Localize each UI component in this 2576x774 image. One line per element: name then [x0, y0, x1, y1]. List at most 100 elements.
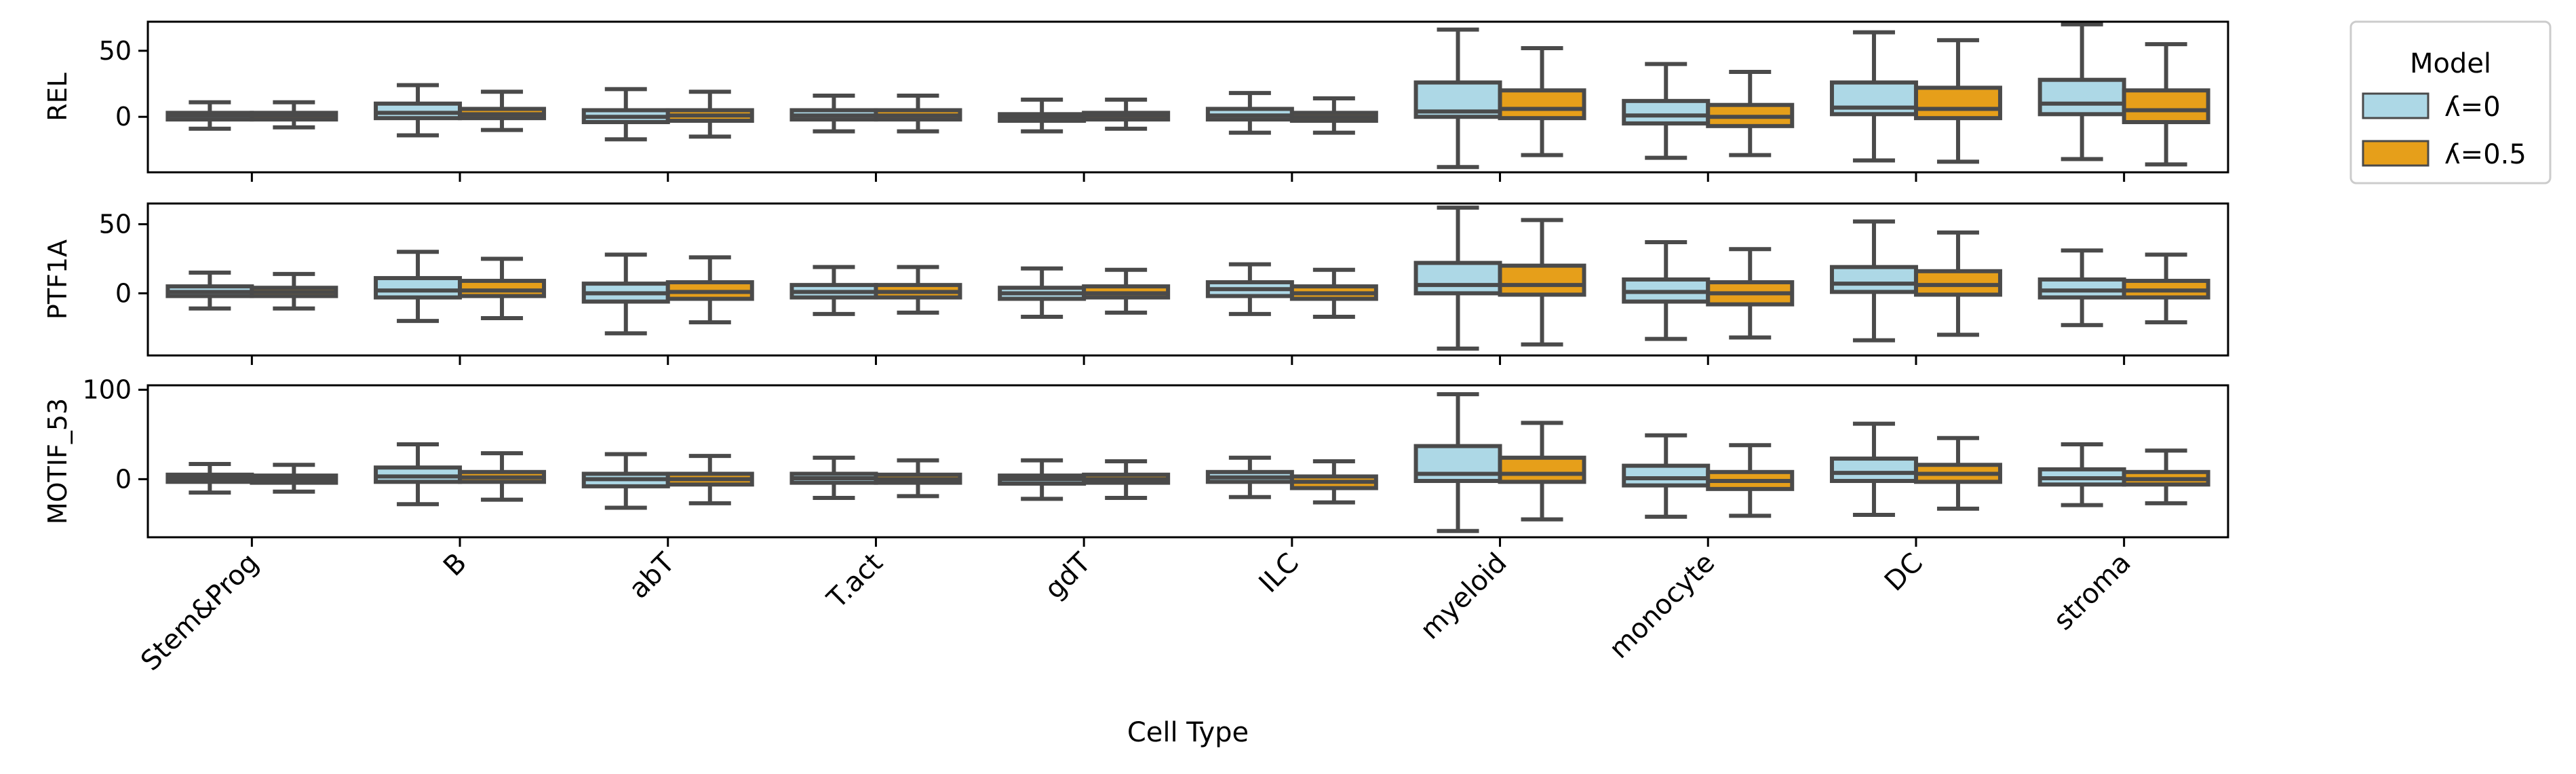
box-iqr [1413, 260, 1502, 296]
box-monocyte-s1 [1706, 70, 1795, 157]
box-abt-s1 [665, 255, 754, 325]
box-iqr [1498, 263, 1586, 297]
box-t-act-s1 [874, 265, 962, 315]
y-tick-label: 50 [99, 210, 132, 239]
legend-label: ʎ=0.5 [2444, 139, 2526, 170]
box-monocyte-s0 [1622, 240, 1711, 341]
box-abt-s1 [665, 454, 754, 505]
panel-motif-53: 0 100 MOTIF_53 [43, 375, 2229, 547]
box-ilc-s1 [1289, 459, 1378, 505]
box-stroma-s1 [2122, 252, 2210, 325]
x-tick-label: myeloid [1414, 547, 1513, 646]
legend-swatch [2362, 92, 2429, 119]
box-iqr [2037, 77, 2126, 117]
box-stroma-s0 [2037, 442, 2126, 507]
box-stroma-s0 [2037, 248, 2126, 328]
box-monocyte-s1 [1706, 443, 1795, 518]
y-tick-label: 100 [82, 375, 132, 405]
box-myeloid-s0 [1413, 392, 1502, 533]
box-iqr [1913, 85, 2002, 121]
box-monocyte-s1 [1706, 247, 1795, 340]
axes-frame [147, 202, 2229, 357]
box-stem-prog-s1 [250, 271, 338, 311]
legend-title: Model [2410, 48, 2491, 79]
box-dc-s1 [1913, 230, 2002, 337]
box-ilc-s1 [1289, 267, 1378, 319]
x-tick-label: Stem&Prog [135, 547, 265, 677]
box-abt-s0 [581, 87, 670, 142]
legend-label: ʎ=0 [2444, 92, 2501, 123]
box-myeloid-s1 [1498, 45, 1586, 157]
box-t-act-s0 [789, 94, 878, 134]
box-myeloid-s0 [1413, 27, 1502, 170]
box-gdt-s1 [1082, 459, 1171, 501]
box-stem-prog-s0 [165, 100, 254, 131]
box-monocyte-s0 [1622, 433, 1711, 519]
box-dc-s0 [1829, 421, 1918, 518]
box-monocyte-s0 [1622, 62, 1711, 160]
y-axis-label: MOTIF_53 [43, 398, 73, 524]
box-dc-s0 [1829, 219, 1918, 343]
box-ilc-s0 [1205, 455, 1294, 499]
box-gdt-s0 [998, 97, 1087, 134]
axes-frame [147, 384, 2229, 539]
y-tick-label: 50 [99, 36, 132, 66]
box-t-act-s1 [874, 458, 962, 499]
box-myeloid-s0 [1413, 206, 1502, 351]
box-b-s1 [458, 256, 547, 321]
box-ilc-s0 [1205, 262, 1294, 316]
x-tick-label: B [437, 547, 473, 583]
box-stroma-s0 [2037, 22, 2126, 161]
box-stem-prog-s1 [250, 100, 338, 130]
panel-ptf1a: 0 50 PTF1A [43, 202, 2229, 365]
box-abt-s0 [581, 252, 670, 336]
box-iqr [2037, 277, 2126, 300]
box-ilc-s1 [1289, 96, 1378, 135]
box-stroma-s1 [2122, 448, 2210, 505]
box-myeloid-s1 [1498, 218, 1586, 347]
x-axis-label: Cell Type [1127, 717, 1249, 748]
box-gdt-s1 [1082, 267, 1171, 315]
box-stem-prog-s0 [165, 270, 254, 311]
box-t-act-s1 [874, 94, 962, 134]
x-tick-label: stroma [2048, 547, 2137, 637]
legend-swatch [2362, 140, 2429, 167]
y-axis-label: REL [43, 73, 73, 121]
box-iqr [2122, 88, 2210, 124]
box-gdt-s0 [998, 458, 1087, 501]
box-stroma-s1 [2122, 42, 2210, 167]
x-tick-label: gdT [1039, 547, 1097, 605]
y-axis-label: PTF1A [43, 239, 73, 320]
box-gdt-s0 [998, 266, 1087, 319]
box-iqr [1829, 457, 1918, 483]
box-t-act-s0 [789, 455, 878, 501]
x-tick-label: ILC [1253, 547, 1305, 599]
box-b-s0 [374, 250, 463, 324]
box-iqr [1829, 265, 1918, 294]
box-iqr [1913, 269, 2002, 297]
box-iqr [458, 279, 547, 298]
box-iqr [1622, 98, 1711, 125]
box-stem-prog-s0 [165, 461, 254, 495]
box-b-s0 [374, 83, 463, 138]
y-tick-label: 0 [115, 464, 132, 494]
box-ilc-s0 [1205, 91, 1294, 135]
panel-rel: 0 50 REL [43, 20, 2229, 182]
box-iqr [374, 275, 463, 300]
axes-frame [147, 20, 2229, 174]
box-t-act-s0 [789, 265, 878, 316]
box-abt-s1 [665, 90, 754, 139]
x-tick-label: DC [1879, 547, 1929, 598]
box-gdt-s1 [1082, 97, 1171, 131]
box-b-s1 [458, 451, 547, 502]
box-abt-s0 [581, 452, 670, 510]
y-tick-label: 0 [115, 278, 132, 308]
box-myeloid-s1 [1498, 421, 1586, 522]
box-dc-s1 [1913, 38, 2002, 164]
box-dc-s1 [1913, 436, 2002, 511]
y-tick-label: 0 [115, 102, 132, 132]
x-tick-label: abT [623, 547, 681, 604]
box-stem-prog-s1 [250, 463, 338, 494]
